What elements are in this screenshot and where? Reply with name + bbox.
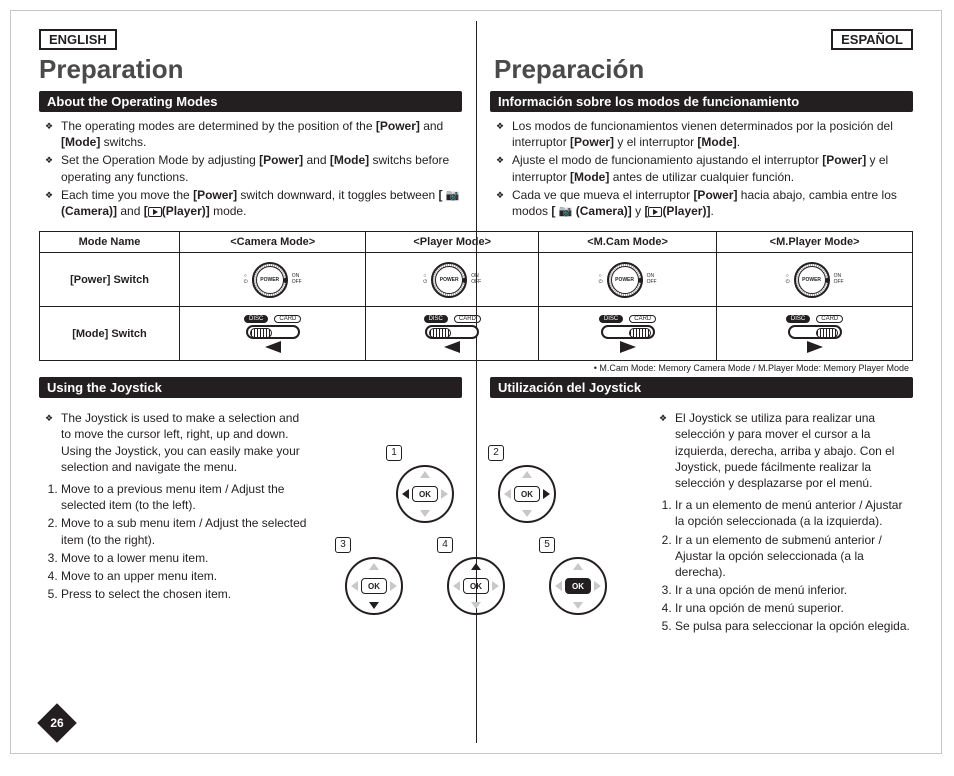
list-item: Move to an upper menu item. bbox=[61, 568, 309, 584]
mode-switch-cell: DISC CARD bbox=[717, 307, 913, 361]
disc-chip: DISC bbox=[244, 315, 268, 323]
mode-switch-cell: DISC CARD bbox=[538, 307, 716, 361]
power-switch-cell: ○⏻ POWER ONOFF bbox=[538, 253, 716, 307]
camera-icon: 📷 bbox=[559, 205, 573, 217]
list-item: Each time you move the [Power] switch do… bbox=[45, 187, 462, 219]
mode-switch-icon: DISC CARD bbox=[545, 315, 710, 353]
list-item: Ajuste el modo de funcionamiento ajustan… bbox=[496, 152, 913, 184]
list-item: Ir a una opción de menú inferior. bbox=[675, 582, 913, 598]
joy-list-es: Ir a un elemento de menú anterior / Ajus… bbox=[653, 497, 913, 635]
disc-chip: DISC bbox=[424, 315, 448, 323]
ok-button-icon: OK bbox=[361, 578, 387, 594]
arrow-left-icon bbox=[444, 341, 460, 353]
list-item: Set the Operation Mode by adjusting [Pow… bbox=[45, 152, 462, 184]
player-icon bbox=[648, 207, 662, 217]
list-item: Move to a previous menu item / Adjust th… bbox=[61, 481, 309, 513]
joystick-pad: 1 OK bbox=[386, 445, 464, 523]
list-item: Los modos de funcionamientos vienen dete… bbox=[496, 118, 913, 150]
center-divider bbox=[476, 21, 477, 743]
mode-switch-icon: DISC CARD bbox=[372, 315, 532, 353]
sec1-bar-es: Información sobre los modos de funcionam… bbox=[490, 91, 913, 112]
sec1-list-es: Los modos de funcionamientos vienen dete… bbox=[490, 118, 913, 219]
sec1-bar-en: About the Operating Modes bbox=[39, 91, 462, 112]
joystick-pad: 2 OK bbox=[488, 445, 566, 523]
power-dial-icon: ○⏻ POWER ONOFF bbox=[372, 262, 532, 298]
th-mode-name: Mode Name bbox=[40, 232, 180, 253]
mode-switch-cell: DISC CARD bbox=[366, 307, 539, 361]
list-item: Cada ve que mueva el interruptor [Power]… bbox=[496, 187, 913, 219]
card-chip: CARD bbox=[629, 315, 656, 323]
list-item: Ir una opción de menú superior. bbox=[675, 600, 913, 616]
card-chip: CARD bbox=[816, 315, 843, 323]
player-icon bbox=[148, 207, 162, 217]
joy-number: 4 bbox=[437, 537, 453, 553]
camera-icon: 📷 bbox=[446, 189, 460, 201]
sec2-bar-en: Using the Joystick bbox=[39, 377, 462, 398]
arrow-right-icon bbox=[620, 341, 636, 353]
joystick-pad: 4 OK bbox=[437, 537, 515, 615]
list-item: Se pulsa para seleccionar la opción eleg… bbox=[675, 618, 913, 634]
arrow-right-icon bbox=[807, 341, 823, 353]
th-mcam: <M.Cam Mode> bbox=[538, 232, 716, 253]
power-dial-icon: ○⏻ POWER ONOFF bbox=[545, 262, 710, 298]
th-camera: <Camera Mode> bbox=[180, 232, 366, 253]
power-switch-cell: ○⏻ POWER ONOFF bbox=[180, 253, 366, 307]
disc-chip: DISC bbox=[599, 315, 623, 323]
row-label: [Mode] Switch bbox=[40, 307, 180, 361]
power-switch-cell: ○⏻ POWER ONOFF bbox=[366, 253, 539, 307]
list-item: Ir a un elemento de menú anterior / Ajus… bbox=[675, 497, 913, 529]
list-item: The operating modes are determined by th… bbox=[45, 118, 462, 150]
list-item: Move to a lower menu item. bbox=[61, 550, 309, 566]
manual-page: ENGLISH ESPAÑOL Preparation Preparación … bbox=[10, 10, 942, 754]
joystick-pad: 5 OK bbox=[539, 537, 617, 615]
list-item: Ir a un elemento de submenú anterior / A… bbox=[675, 532, 913, 581]
power-dial-icon: ○⏻ POWER ONOFF bbox=[186, 262, 359, 298]
mode-switch-icon: DISC CARD bbox=[186, 315, 359, 353]
card-chip: CARD bbox=[274, 315, 301, 323]
mode-switch-cell: DISC CARD bbox=[180, 307, 366, 361]
sec2-bar-es: Utilización del Joystick bbox=[490, 377, 913, 398]
title-es: Preparación bbox=[476, 54, 913, 85]
list-item: The Joystick is used to make a selection… bbox=[45, 410, 309, 475]
row-label: [Power] Switch bbox=[40, 253, 180, 307]
page-number: 26 bbox=[37, 703, 77, 743]
list-item: Move to a sub menu item / Adjust the sel… bbox=[61, 515, 309, 547]
title-en: Preparation bbox=[39, 54, 476, 85]
joy-list-en: Move to a previous menu item / Adjust th… bbox=[39, 481, 309, 602]
lang-en: ENGLISH bbox=[39, 29, 117, 50]
power-switch-cell: ○⏻ POWER ONOFF bbox=[717, 253, 913, 307]
joy-intro-en: The Joystick is used to make a selection… bbox=[39, 410, 309, 475]
ok-button-icon: OK bbox=[514, 486, 540, 502]
mode-switch-icon: DISC CARD bbox=[723, 315, 906, 353]
disc-chip: DISC bbox=[786, 315, 810, 323]
arrow-left-icon bbox=[265, 341, 281, 353]
th-mplayer: <M.Player Mode> bbox=[717, 232, 913, 253]
ok-button-icon: OK bbox=[463, 578, 489, 594]
joy-number: 3 bbox=[335, 537, 351, 553]
list-item: Press to select the chosen item. bbox=[61, 586, 309, 602]
joystick-pad: 3 OK bbox=[335, 537, 413, 615]
th-player: <Player Mode> bbox=[366, 232, 539, 253]
list-item: El Joystick se utiliza para realizar una… bbox=[659, 410, 913, 491]
joy-intro-es: El Joystick se utiliza para realizar una… bbox=[653, 410, 913, 491]
power-dial-icon: ○⏻ POWER ONOFF bbox=[723, 262, 906, 298]
joy-number: 1 bbox=[386, 445, 402, 461]
joy-number: 5 bbox=[539, 537, 555, 553]
joy-number: 2 bbox=[488, 445, 504, 461]
ok-button-icon: OK bbox=[412, 486, 438, 502]
sec1-list-en: The operating modes are determined by th… bbox=[39, 118, 462, 219]
joystick-diagrams: 1 OK 2 OK 3 OK 4 OK 5 OK bbox=[335, 445, 617, 615]
lang-es: ESPAÑOL bbox=[831, 29, 913, 50]
ok-button-icon: OK bbox=[565, 578, 591, 594]
